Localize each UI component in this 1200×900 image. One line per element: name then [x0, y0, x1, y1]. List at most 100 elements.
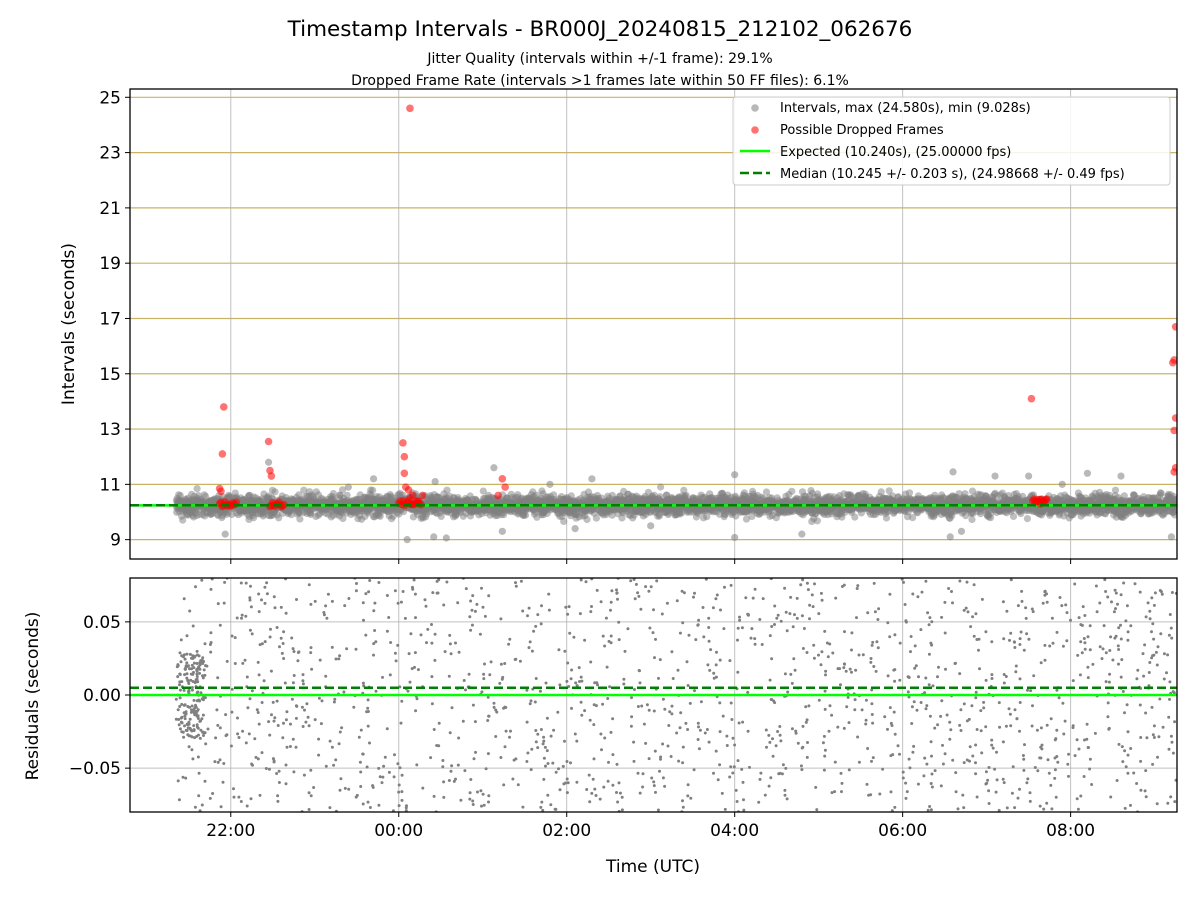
dropped-frame-point	[218, 450, 227, 458]
residual-point	[817, 612, 821, 616]
residual-point	[770, 625, 774, 628]
residual-point	[575, 780, 579, 784]
residual-point	[277, 781, 281, 784]
residual-point	[358, 760, 362, 764]
interval-point	[369, 486, 377, 494]
interval-point	[179, 516, 187, 524]
residual-point	[400, 790, 404, 794]
interval-point	[296, 515, 304, 523]
residual-point	[203, 779, 207, 783]
residual-point	[383, 755, 387, 759]
residual-point	[565, 791, 569, 795]
residual-point	[230, 710, 234, 714]
residual-point	[209, 631, 213, 635]
residual-point	[530, 747, 534, 751]
residual-point	[718, 658, 722, 662]
residual-point	[184, 666, 188, 669]
residual-point	[793, 668, 797, 672]
residual-point	[193, 681, 197, 685]
residual-point	[644, 741, 648, 745]
residual-point	[183, 717, 187, 721]
residual-point	[1170, 636, 1174, 640]
residual-point	[236, 732, 240, 736]
residual-point	[180, 715, 184, 719]
residual-point	[948, 737, 952, 741]
residual-point	[184, 776, 188, 780]
top-y-tick-label: 13	[99, 420, 121, 440]
residual-point	[176, 708, 180, 712]
residual-point	[869, 660, 873, 664]
interval-point-outlier	[1025, 472, 1033, 480]
residual-point	[805, 651, 809, 654]
residual-point	[888, 635, 892, 639]
residual-point	[248, 697, 252, 701]
residual-point	[192, 666, 196, 670]
residual-point	[1018, 787, 1021, 791]
residual-point	[473, 720, 477, 724]
residual-point	[177, 718, 181, 721]
interval-point-outlier	[1167, 533, 1176, 541]
interval-point	[567, 492, 575, 500]
residual-point	[1158, 697, 1162, 701]
residual-point	[196, 717, 200, 720]
residual-point	[487, 800, 490, 804]
residual-point	[192, 729, 196, 733]
residual-point	[195, 675, 199, 678]
residual-point	[194, 705, 198, 709]
residual-point	[471, 703, 475, 707]
residual-point	[185, 661, 189, 665]
residual-point	[1075, 797, 1079, 801]
residual-point	[600, 748, 603, 752]
residual-point	[195, 649, 199, 653]
residual-point	[203, 642, 207, 646]
interval-point	[909, 514, 917, 522]
residual-point	[281, 736, 285, 740]
dropped-frame-point	[264, 437, 273, 446]
residual-point	[442, 603, 446, 607]
interval-point	[271, 488, 279, 496]
residual-point	[201, 713, 205, 717]
residual-point	[195, 653, 199, 657]
residual-point	[1002, 673, 1006, 676]
residual-point	[192, 724, 196, 728]
interval-point-outlier	[1058, 480, 1066, 488]
chart-subtitle-dropped: Dropped Frame Rate (intervals >1 frames …	[351, 73, 849, 89]
residual-point	[1069, 618, 1072, 622]
residual-point	[720, 791, 724, 795]
residual-point	[681, 799, 684, 803]
residual-point	[256, 711, 260, 714]
residual-point	[177, 723, 181, 727]
residual-point	[198, 671, 201, 675]
residual-point	[223, 580, 227, 584]
residual-point	[189, 710, 193, 714]
residual-point	[688, 701, 692, 705]
interval-point-outlier	[369, 475, 378, 483]
residual-point	[833, 790, 837, 794]
residual-point	[1035, 728, 1039, 732]
residual-point	[578, 680, 581, 683]
residual-point	[430, 702, 434, 706]
residual-point	[198, 736, 202, 740]
residual-point	[769, 698, 773, 701]
residual-point	[244, 614, 248, 618]
interval-point	[877, 488, 885, 496]
residual-point	[1155, 663, 1159, 667]
residual-point	[470, 623, 474, 627]
residual-point	[697, 725, 700, 729]
residual-point	[1014, 664, 1018, 668]
residual-point	[748, 765, 751, 769]
dropped-frame-point	[1171, 322, 1177, 331]
residual-point	[722, 627, 726, 631]
residual-point	[178, 696, 182, 700]
residual-point	[256, 660, 260, 664]
interval-point	[905, 489, 914, 497]
residual-point	[746, 729, 750, 733]
residual-point	[1075, 738, 1079, 742]
residual-point	[939, 784, 943, 788]
chart-title: Timestamp Intervals - BR000J_20240815_21…	[287, 17, 913, 42]
residual-point	[686, 684, 690, 687]
residual-point	[1100, 657, 1104, 661]
interval-point	[882, 514, 891, 522]
residual-point	[178, 673, 182, 676]
residual-point	[322, 611, 326, 614]
